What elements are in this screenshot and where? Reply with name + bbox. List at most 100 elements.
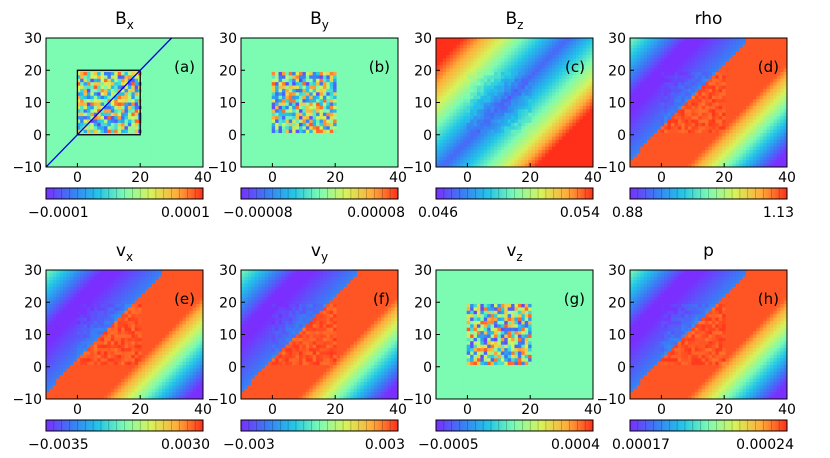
heatmap-cell [131,85,136,90]
heatmap-cell [117,82,122,87]
heatmap-cell [110,156,115,161]
heatmap-cell [384,61,389,66]
heatmap-cell [466,44,471,49]
heatmap-cell [446,78,451,83]
heatmap-cell [436,129,441,134]
heatmap-cell [350,95,355,100]
heatmap-cell [107,122,112,127]
heatmap-cell [189,129,194,134]
heatmap-cell [90,48,95,53]
heatmap-cell [151,116,156,121]
heatmap-cell [473,75,478,80]
heatmap-cell [517,99,522,104]
heatmap-cell [367,143,372,148]
heatmap-cell [254,126,259,131]
heatmap-cell [357,71,362,76]
heatmap-cell [121,116,126,121]
heatmap-cell [302,95,307,100]
colorbar-max-label: 0.0001 [161,205,210,221]
heatmap-cell [162,153,167,158]
heatmap-cell [302,146,307,151]
heatmap-cell [244,119,249,124]
heatmap-cell [517,153,522,158]
heatmap-cell [504,163,509,167]
heatmap-cell [387,136,392,141]
heatmap-cell [319,68,324,73]
heatmap-cell [292,116,297,121]
heatmap-cell [552,78,557,83]
heatmap-cell [507,41,512,46]
heatmap-cell [353,109,358,114]
heatmap-cell [83,95,88,100]
heatmap-cell [449,65,454,70]
heatmap-cell [104,112,109,117]
heatmap-cell [114,156,119,161]
heatmap-cell [370,119,375,124]
heatmap-cell [504,153,509,158]
heatmap-cell [155,156,160,161]
heatmap-cell [285,48,290,53]
heatmap-cell [528,75,533,80]
heatmap-cell [453,99,458,104]
heatmap-cell [131,160,136,165]
heatmap-cell [196,139,201,144]
heatmap-cell [346,75,351,80]
heatmap-cell [483,136,488,141]
heatmap-cell [528,102,533,107]
heatmap-cell [52,41,57,46]
heatmap-cell [83,75,88,80]
heatmap-cell [299,119,304,124]
heatmap-cell [299,109,304,114]
heatmap-cell [76,126,81,131]
heatmap-cell [254,139,259,144]
heatmap-cell [394,112,398,117]
heatmap-cell [73,109,78,114]
heatmap-cell [528,109,533,114]
heatmap-cell [288,136,293,141]
heatmap-cell [521,153,526,158]
heatmap-cell [172,146,177,151]
heatmap-cell [521,92,526,97]
heatmap-cell [268,75,273,80]
heatmap-cell [131,139,136,144]
heatmap-cell [353,105,358,110]
heatmap-cell [528,99,533,104]
heatmap-cell [360,136,365,141]
heatmap-cell [531,51,536,56]
heatmap-cell [104,58,109,63]
heatmap-cell [387,54,392,59]
heatmap-cell [333,54,338,59]
heatmap-cell [168,65,173,70]
heatmap-cell [391,105,396,110]
heatmap-cell [380,136,385,141]
heatmap-cell [127,122,132,127]
heatmap-cell [278,85,283,90]
heatmap-cell [134,143,139,148]
heatmap-cell [483,146,488,151]
heatmap-cell [97,54,102,59]
heatmap-cell [463,41,468,46]
heatmap-cell [271,99,276,104]
heatmap-cell [538,82,543,87]
heatmap-cell [517,85,522,90]
heatmap-cell [353,54,358,59]
heatmap-cell [285,143,290,148]
heatmap-cell [148,65,153,70]
heatmap-cell [446,146,451,151]
heatmap-cell [446,102,451,107]
heatmap-cell [476,116,481,121]
heatmap-cell [446,61,451,66]
heatmap-cell [189,156,194,161]
heatmap-cell [497,61,502,66]
heatmap-cell [541,92,546,97]
heatmap-cell [521,61,526,66]
heatmap-cell [449,41,454,46]
heatmap-cell [541,146,546,151]
heatmap-cell [558,153,563,158]
heatmap-cell [69,88,74,93]
heatmap-cell [83,48,88,53]
heatmap-cell [93,54,98,59]
heatmap-cell [192,105,197,110]
heatmap-cell [449,58,454,63]
heatmap-cell [463,61,468,66]
